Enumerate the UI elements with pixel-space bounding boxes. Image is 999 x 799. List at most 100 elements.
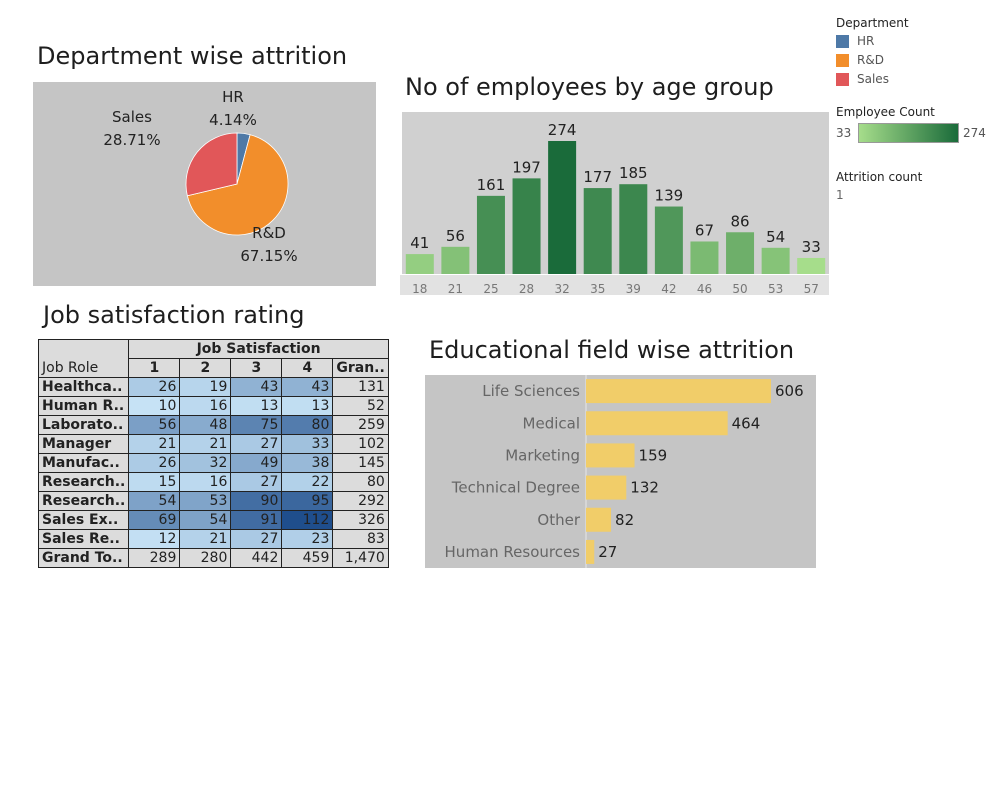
job-role-label[interactable]: Sales Re.. bbox=[37, 529, 130, 549]
table-cell[interactable]: 80 bbox=[281, 415, 334, 435]
age-bar[interactable] bbox=[726, 232, 755, 274]
table-cell[interactable]: 21 bbox=[179, 434, 232, 454]
total-row-label[interactable]: Grand To.. bbox=[37, 548, 130, 568]
grand-total-cell[interactable]: 52 bbox=[332, 396, 389, 416]
table-cell[interactable]: 26 bbox=[128, 453, 181, 473]
age-bar-chart: 41 18 56 21 161 25 197 28 274 32 177 35 185 39 139 42 67… bbox=[405, 121, 826, 296]
table-cell[interactable]: 43 bbox=[230, 377, 283, 397]
job-role-label[interactable]: Sales Ex.. bbox=[37, 510, 130, 530]
table-cell[interactable]: 75 bbox=[230, 415, 283, 435]
table-cell[interactable]: 21 bbox=[179, 529, 232, 549]
table-cell[interactable]: 49 bbox=[230, 453, 283, 473]
pie-slice-rd[interactable] bbox=[186, 134, 289, 236]
edu-bar[interactable] bbox=[586, 411, 728, 436]
table-cell[interactable]: 112 bbox=[281, 510, 334, 530]
legend-item-rd[interactable]: R&D bbox=[836, 53, 909, 67]
table-cell[interactable]: 13 bbox=[230, 396, 283, 416]
table-cell[interactable]: 90 bbox=[230, 491, 283, 511]
table-cell[interactable]: 22 bbox=[281, 472, 334, 492]
grand-total-cell[interactable]: 131 bbox=[332, 377, 389, 397]
age-bar-value-label: 161 bbox=[477, 176, 506, 194]
table-cell[interactable]: 21 bbox=[128, 434, 181, 454]
attrition-count-legend: Attrition count 1 bbox=[836, 170, 922, 202]
pie-slice-sales[interactable] bbox=[185, 132, 238, 197]
col-header-2[interactable]: 2 bbox=[179, 358, 232, 378]
col-header-4[interactable]: 4 bbox=[281, 358, 334, 378]
legend-label-hr: HR bbox=[857, 34, 875, 48]
table-cell[interactable]: 10 bbox=[128, 396, 181, 416]
edu-bar[interactable] bbox=[586, 507, 612, 532]
table-cell[interactable]: 54 bbox=[128, 491, 181, 511]
age-bar[interactable] bbox=[761, 247, 790, 274]
table-cell[interactable]: 26 bbox=[128, 377, 181, 397]
row-header-label: Job Role bbox=[37, 339, 130, 378]
table-cell[interactable]: 289 bbox=[128, 548, 181, 568]
legend-item-hr[interactable]: HR bbox=[836, 34, 909, 48]
table-cell[interactable]: 27 bbox=[230, 434, 283, 454]
col-header-3[interactable]: 3 bbox=[230, 358, 283, 378]
table-cell[interactable]: 459 bbox=[281, 548, 334, 568]
table-row: Research.. 15 16 27 22 80 bbox=[37, 472, 389, 492]
grand-total-cell[interactable]: 83 bbox=[332, 529, 389, 549]
job-role-label[interactable]: Human R.. bbox=[37, 396, 130, 416]
age-bar[interactable] bbox=[476, 195, 505, 274]
table-cell[interactable]: 27 bbox=[230, 529, 283, 549]
grand-total-cell[interactable]: 1,470 bbox=[332, 548, 389, 568]
table-cell[interactable]: 442 bbox=[230, 548, 283, 568]
table-cell[interactable]: 48 bbox=[179, 415, 232, 435]
age-bar[interactable] bbox=[654, 206, 683, 274]
table-cell[interactable]: 12 bbox=[128, 529, 181, 549]
table-cell[interactable]: 13 bbox=[281, 396, 334, 416]
job-role-label[interactable]: Manager bbox=[37, 434, 130, 454]
edu-bar[interactable] bbox=[586, 379, 771, 404]
age-bar[interactable] bbox=[512, 178, 541, 274]
age-bar[interactable] bbox=[548, 141, 577, 274]
job-role-label[interactable]: Healthca.. bbox=[37, 377, 130, 397]
col-header-1[interactable]: 1 bbox=[128, 358, 181, 378]
grand-total-cell[interactable]: 80 bbox=[332, 472, 389, 492]
edu-bar[interactable] bbox=[586, 443, 635, 468]
age-bar[interactable] bbox=[583, 188, 612, 274]
age-bar[interactable] bbox=[797, 257, 826, 274]
age-bar[interactable] bbox=[619, 184, 648, 274]
table-row: Manager 21 21 27 33 102 bbox=[37, 434, 389, 454]
table-cell[interactable]: 27 bbox=[230, 472, 283, 492]
job-role-label[interactable]: Research.. bbox=[37, 472, 130, 492]
legend-item-sales[interactable]: Sales bbox=[836, 72, 909, 86]
table-cell[interactable]: 32 bbox=[179, 453, 232, 473]
job-role-label[interactable]: Research.. bbox=[37, 491, 130, 511]
table-cell[interactable]: 54 bbox=[179, 510, 232, 530]
table-cell[interactable]: 23 bbox=[281, 529, 334, 549]
grand-total-cell[interactable]: 102 bbox=[332, 434, 389, 454]
age-bar[interactable] bbox=[405, 254, 434, 274]
grand-total-cell[interactable]: 292 bbox=[332, 491, 389, 511]
age-bar[interactable] bbox=[441, 246, 470, 274]
table-cell[interactable]: 56 bbox=[128, 415, 181, 435]
job-role-label[interactable]: Manufac.. bbox=[37, 453, 130, 473]
legend-label-sales: Sales bbox=[857, 72, 889, 86]
grand-total-cell[interactable]: 145 bbox=[332, 453, 389, 473]
table-cell[interactable]: 91 bbox=[230, 510, 283, 530]
edu-bar[interactable] bbox=[586, 539, 595, 564]
table-cell[interactable]: 95 bbox=[281, 491, 334, 511]
grand-total-cell[interactable]: 259 bbox=[332, 415, 389, 435]
pie-label-hr: HR 4.14% bbox=[208, 86, 258, 132]
age-tick-label: 28 bbox=[519, 282, 534, 296]
table-cell[interactable]: 15 bbox=[128, 472, 181, 492]
age-tick-label: 50 bbox=[732, 282, 747, 296]
age-bar[interactable] bbox=[690, 241, 719, 274]
table-cell[interactable]: 69 bbox=[128, 510, 181, 530]
table-cell[interactable]: 53 bbox=[179, 491, 232, 511]
col-header-grand-total[interactable]: Gran.. bbox=[332, 358, 389, 378]
table-cell[interactable]: 43 bbox=[281, 377, 334, 397]
age-bar-value-label: 54 bbox=[766, 228, 785, 246]
table-cell[interactable]: 16 bbox=[179, 472, 232, 492]
table-cell[interactable]: 33 bbox=[281, 434, 334, 454]
table-cell[interactable]: 16 bbox=[179, 396, 232, 416]
table-cell[interactable]: 38 bbox=[281, 453, 334, 473]
table-cell[interactable]: 19 bbox=[179, 377, 232, 397]
table-cell[interactable]: 280 bbox=[179, 548, 232, 568]
edu-bar[interactable] bbox=[586, 475, 627, 500]
job-role-label[interactable]: Laborato.. bbox=[37, 415, 130, 435]
grand-total-cell[interactable]: 326 bbox=[332, 510, 389, 530]
